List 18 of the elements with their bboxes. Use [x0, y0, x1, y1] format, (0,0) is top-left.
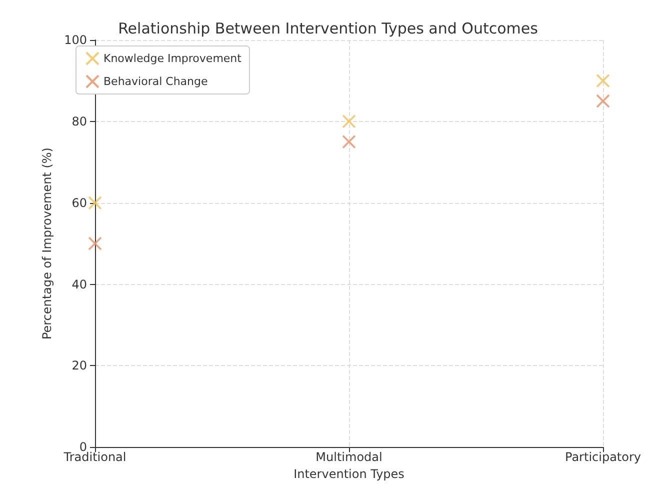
y-tick-label: 20	[72, 358, 87, 373]
y-tick-label: 80	[72, 114, 87, 128]
chart-title: Relationship Between Intervention Types and Outcomes	[118, 20, 538, 38]
legend-label: Knowledge Improvement	[104, 52, 242, 65]
y-tick-label: 60	[72, 196, 87, 210]
point	[88, 236, 102, 250]
x-axis-title: Intervention Types	[294, 467, 404, 481]
y-tick-label: 100	[64, 33, 87, 47]
point	[342, 134, 356, 149]
y-tick-label: 40	[72, 277, 87, 292]
point	[596, 74, 610, 88]
point	[88, 196, 102, 210]
x-tick-label: Participatory	[564, 450, 642, 464]
point	[342, 114, 356, 128]
point	[596, 94, 610, 108]
x-tick-label: Multimodal	[316, 450, 382, 464]
legend-label: Behavioral Change	[104, 75, 208, 88]
y-axis-title: Percentage of Improvement (%)	[40, 148, 54, 340]
